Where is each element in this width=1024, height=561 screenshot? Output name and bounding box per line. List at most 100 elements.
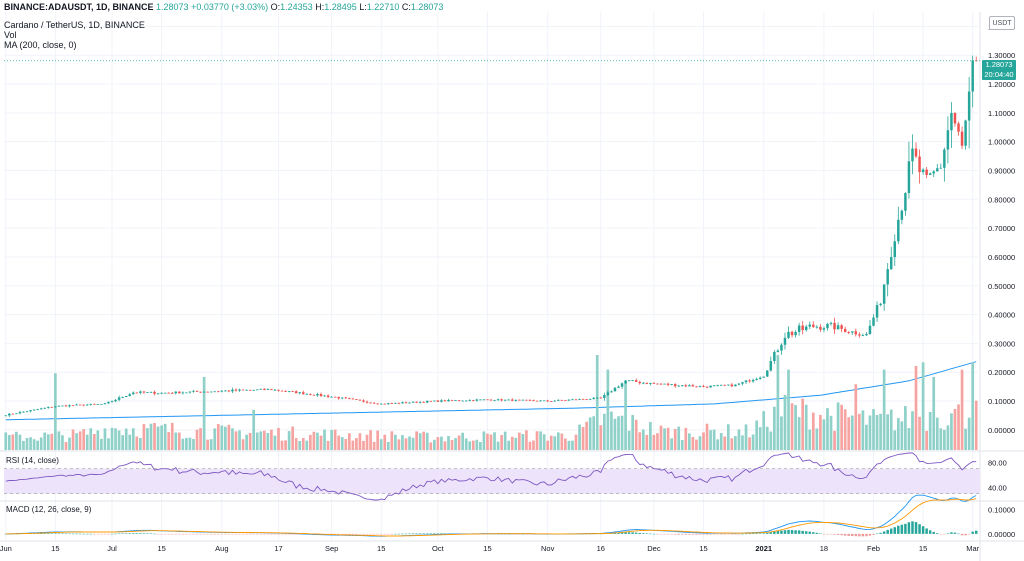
volume-bar [227,424,231,450]
volume-bar [425,432,429,450]
candle-body [581,398,585,400]
price-tick-label: 0.10000 [988,397,1015,406]
volume-bar [734,436,737,450]
pair-title[interactable]: Cardano / TetherUS, 1D, BINANCE [4,20,145,30]
macd-histogram-bar [748,533,751,535]
volume-bar [911,411,914,450]
volume-bar [649,422,652,450]
symbol-label[interactable]: BINANCE:ADAUSDT, 1D, BINANCE [4,2,154,12]
candle-body [394,402,397,404]
volume-bar [592,416,596,450]
macd-histogram-bar [851,533,854,537]
macd-histogram-bar [858,533,861,537]
volume-bar [666,427,670,450]
candle-body [209,391,213,393]
volume-bar [652,434,656,450]
volume-bar [677,426,681,450]
candle-body [195,390,199,392]
macd-histogram-bar [139,533,142,534]
candle-body [263,388,266,390]
volume-bar [213,428,217,450]
candle-body [691,385,695,387]
last-price-value: 1.28073 [985,60,1013,69]
volume-bar [634,419,638,450]
macd-histogram-bar [801,530,804,534]
candle-body [284,391,287,392]
signal-line [5,498,977,537]
candle-body [535,400,539,402]
volume-bar [312,431,316,450]
candle-body [829,322,833,324]
rsi-title[interactable]: RSI (14, close) [6,456,59,465]
candle-body [178,391,181,394]
candle-body [436,400,440,402]
volume-bar [355,438,358,450]
macd-histogram-bar [865,533,868,537]
candle-body [475,399,479,401]
candle-body [387,403,390,405]
candle-body [861,335,865,337]
volume-bar [231,428,234,450]
macd-histogram-bar [121,533,124,534]
ma-line [5,361,977,421]
volume-indicator-title[interactable]: Vol [4,30,17,40]
volume-bar [532,440,535,450]
macd-histogram-bar [78,533,82,535]
volume-bar [641,429,645,450]
volume-layer [4,355,978,450]
candle-body [238,389,241,391]
price-tick-label: 1.00000 [988,138,1015,147]
macd-histogram-bar [723,533,726,535]
candle-body [521,399,525,401]
candle-body [897,219,900,242]
ma-indicator-title[interactable]: MA (200, close, 0) [4,40,77,50]
candle-body [468,399,471,401]
candle-body [925,169,928,175]
volume-bar [199,428,202,450]
macd-histogram-bar [418,533,422,534]
volume-bar [716,439,720,450]
candle-body [43,407,46,409]
volume-bar [574,434,578,450]
macd-histogram-bar [68,533,71,535]
macd-histogram-bar [613,532,617,534]
volume-bar [447,436,450,450]
time-tick-label: 17 [274,544,282,553]
candle-body [341,397,344,399]
volume-bar [503,431,507,450]
volume-bar [758,427,762,450]
low-value: 1.22710 [366,2,400,12]
macd-histogram-bar [426,533,429,534]
volume-bar [344,438,348,450]
candle-body [599,397,603,399]
candle-layer [4,55,978,417]
macd-histogram-bar [333,533,337,535]
volume-bar [18,434,22,450]
macd-histogram-bar [843,533,847,536]
volume-bar [32,439,36,450]
volume-bar [932,376,936,450]
rsi-tick-label: 40.00 [988,483,1007,492]
volume-bar [772,406,776,450]
volume-bar [192,438,195,450]
volume-bar [879,413,882,450]
candle-body [135,392,139,394]
macd-histogram-bar [907,522,911,534]
volume-bar [546,440,550,450]
candle-body [259,388,263,390]
volume-bar [386,441,390,450]
high-value: 1.28495 [324,2,357,12]
volume-bar [719,433,723,450]
candle-body [309,393,312,395]
volume-bar [298,440,302,450]
macd-histogram-bar [185,533,188,535]
macd-histogram-bar [85,533,89,535]
macd-histogram-bar [142,533,146,534]
candle-body [911,148,914,162]
currency-badge[interactable]: USDT [989,16,1015,30]
macd-histogram-bar [146,533,149,534]
candle-body [415,401,418,403]
macd-title[interactable]: MACD (12, 26, close, 9) [6,505,92,514]
macd-histogram-bar [440,533,443,534]
candle-body [47,406,50,408]
